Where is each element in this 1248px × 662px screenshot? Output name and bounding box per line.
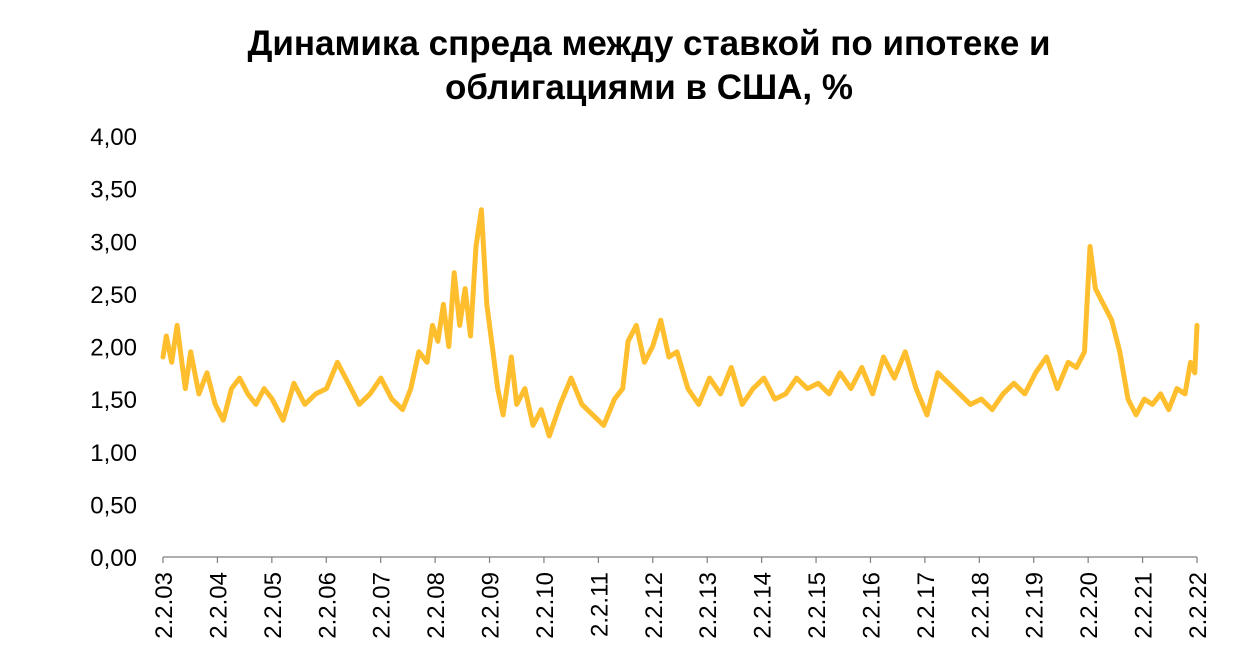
x-tick-label: 2.2.14 [750, 572, 777, 639]
y-tick-label: 0,50 [90, 492, 137, 519]
chart-title: Динамика спреда между ставкой по ипотеке… [0, 22, 1248, 110]
x-tick-label: 2.2.17 [913, 572, 940, 639]
x-tick-label: 2.2.03 [151, 572, 178, 639]
x-tick-label: 2.2.09 [478, 572, 505, 639]
y-tick-label: 0,00 [90, 545, 137, 572]
y-tick-label: 4,00 [90, 124, 137, 151]
spread-series-line [160, 207, 1200, 439]
series-group [160, 207, 1200, 439]
y-tick-label: 1,00 [90, 440, 137, 467]
y-tick-label: 2,00 [90, 335, 137, 362]
x-tick-label: 2.2.11 [586, 572, 613, 637]
x-tick-label: 2.2.16 [858, 572, 885, 639]
x-tick-label: 2.2.21 [1131, 572, 1158, 639]
x-tick-label: 2.2.04 [205, 572, 232, 639]
x-tick-label: 2.2.18 [967, 572, 994, 639]
chart-title-line-1: Динамика спреда между ставкой по ипотеке… [247, 24, 1051, 63]
x-tick-label: 2.2.20 [1076, 572, 1103, 639]
x-tick-label: 2.2.19 [1022, 572, 1049, 639]
x-tick-label: 2.2.13 [695, 572, 722, 639]
x-tick-label: 2.2.06 [314, 572, 341, 639]
x-tick-label: 2.2.22 [1185, 572, 1212, 639]
x-tick-label: 2.2.15 [804, 572, 831, 639]
x-tick-label: 2.2.12 [641, 572, 668, 639]
x-tick-label: 2.2.08 [423, 572, 450, 639]
x-tick-label: 2.2.07 [369, 572, 396, 639]
y-tick-label: 1,50 [90, 387, 137, 414]
x-axis-ticks: 2.2.03 2.2.04 2.2.05 2.2.06 2.2.07 2.2.08 2.2.… [151, 557, 1212, 639]
y-tick-label: 3,50 [90, 177, 137, 204]
x-tick-label: 2.2.05 [260, 572, 287, 639]
chart-title-line-2: облигациями в США, % [444, 68, 854, 107]
y-tick-label: 2,50 [90, 282, 137, 309]
x-tick-label: 2.2.10 [532, 572, 559, 639]
y-axis-ticks: 0,00 0,50 1,00 1,50 2,00 2,50 3,00 3,50 4,00 [90, 124, 137, 572]
y-tick-label: 3,00 [90, 229, 137, 256]
